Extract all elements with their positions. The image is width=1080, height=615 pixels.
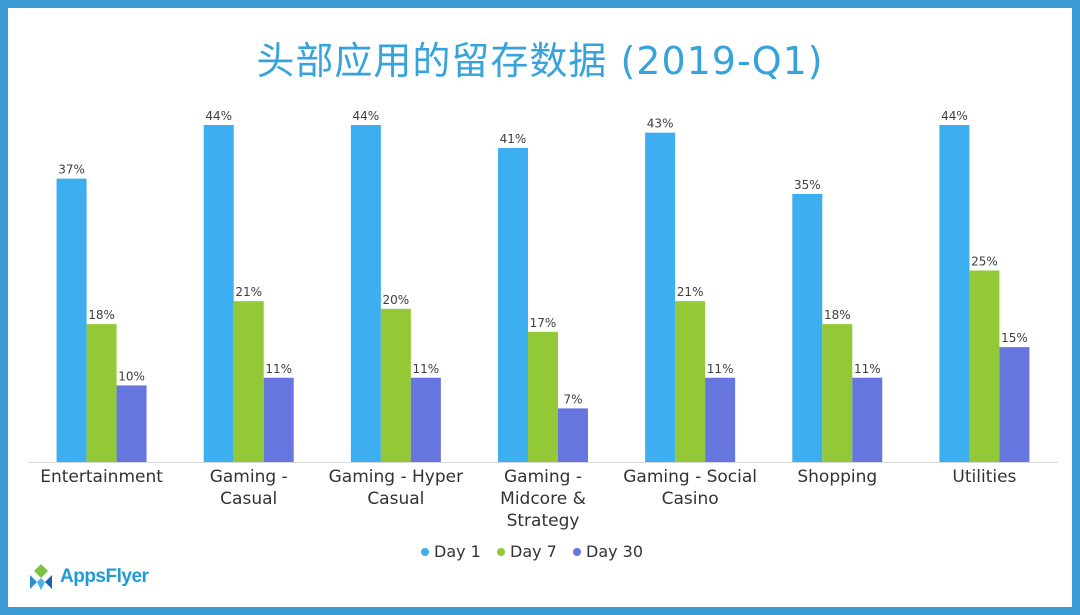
data-label: 15% xyxy=(1001,331,1028,345)
bar xyxy=(410,377,441,462)
category-label: Entertainment xyxy=(40,467,163,487)
data-label: 44% xyxy=(353,109,380,123)
legend-marker xyxy=(497,548,505,556)
data-label: 21% xyxy=(677,285,704,299)
bar xyxy=(116,385,147,462)
bar xyxy=(999,347,1030,462)
data-label: 18% xyxy=(824,308,851,322)
data-label: 11% xyxy=(413,362,440,376)
data-label: 41% xyxy=(500,132,527,146)
legend-marker xyxy=(421,548,429,556)
data-label: 20% xyxy=(383,293,410,307)
data-label: 7% xyxy=(563,392,582,406)
bar xyxy=(56,178,87,462)
category-label: Strategy xyxy=(507,511,580,531)
data-label: 11% xyxy=(854,362,881,376)
bar xyxy=(675,301,706,462)
appsflyer-logo-icon xyxy=(30,564,52,590)
category-label: Gaming - xyxy=(504,467,582,487)
legend-label: Day 30 xyxy=(586,542,643,561)
category-label: Casual xyxy=(220,489,277,509)
category-label: Gaming - Hyper xyxy=(329,467,463,487)
bar xyxy=(233,301,264,462)
data-label: 37% xyxy=(58,163,85,177)
legend-label: Day 7 xyxy=(510,542,557,561)
data-label: 18% xyxy=(88,308,115,322)
data-label: 35% xyxy=(794,178,821,192)
category-label: Shopping xyxy=(797,467,877,487)
bar xyxy=(380,308,411,462)
bar xyxy=(792,193,823,462)
data-label: 21% xyxy=(235,285,262,299)
data-label: 10% xyxy=(118,369,145,383)
bar xyxy=(705,377,736,462)
data-label: 44% xyxy=(205,109,232,123)
bar xyxy=(263,377,294,462)
category-label: Gaming - Social xyxy=(623,467,757,487)
data-label: 44% xyxy=(941,109,968,123)
category-label: Casino xyxy=(662,489,719,509)
bar xyxy=(350,125,381,462)
bar xyxy=(528,331,558,462)
bar xyxy=(822,324,853,462)
bar xyxy=(498,147,528,462)
category-label: Gaming - xyxy=(210,467,288,487)
logo-text: AppsFlyer xyxy=(60,566,149,587)
data-label: 43% xyxy=(647,117,674,131)
chart-title: 头部应用的留存数据 (2019-Q1) xyxy=(256,39,824,83)
bar xyxy=(939,125,970,462)
data-label: 25% xyxy=(971,255,998,269)
bar xyxy=(852,377,883,462)
legend-marker xyxy=(573,548,581,556)
category-label: Casual xyxy=(367,489,424,509)
data-label: 11% xyxy=(707,362,734,376)
data-label: 17% xyxy=(530,316,557,330)
legend-label: Day 1 xyxy=(434,542,481,561)
appsflyer-logo: AppsFlyer xyxy=(26,562,149,592)
category-label: Midcore & xyxy=(500,489,586,509)
data-label: 11% xyxy=(265,362,292,376)
bar xyxy=(645,132,676,462)
bar xyxy=(203,125,234,462)
bar xyxy=(86,324,117,462)
bar xyxy=(969,270,1000,462)
category-label: Utilities xyxy=(952,467,1016,487)
bar xyxy=(558,408,588,462)
